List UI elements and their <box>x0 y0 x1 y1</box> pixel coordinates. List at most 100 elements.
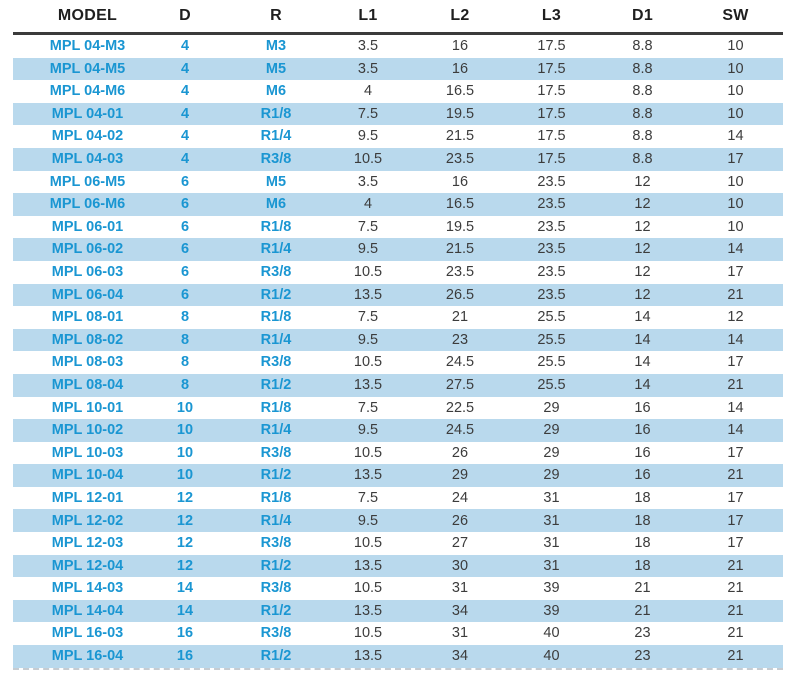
value-cell: 18 <box>634 512 651 529</box>
value-cell: 14 <box>634 354 651 371</box>
value-cell: 4 <box>363 83 373 100</box>
value-cell: R1/4 <box>260 331 292 348</box>
value-cell: 8.8 <box>632 38 653 55</box>
value-cell: 21 <box>727 286 744 303</box>
value-cell: 26.5 <box>445 286 475 303</box>
value-cell: 25.5 <box>537 376 566 393</box>
value-cell: M3 <box>265 38 287 55</box>
specification-table: MODEL D R L1 L2 L3 D1 SW MPL 04-M3 4 M3 3.5 16 17.5 8… <box>13 0 783 670</box>
model-cell: MPL 04-M6 <box>49 83 126 100</box>
model-cell: MPL 10-01 <box>51 399 124 416</box>
value-cell: 4 <box>180 151 190 168</box>
value-cell: R3/8 <box>260 580 292 597</box>
model-cell: MPL 08-04 <box>51 376 124 393</box>
value-cell: 9.5 <box>357 422 379 439</box>
value-cell: M6 <box>265 196 287 213</box>
value-cell: 6 <box>180 196 190 213</box>
value-cell: 14 <box>727 399 744 416</box>
value-cell: 12 <box>634 286 651 303</box>
value-cell: 10 <box>727 83 744 100</box>
value-cell: 3.5 <box>357 60 379 77</box>
value-cell: 9.5 <box>357 331 379 348</box>
value-cell: 34 <box>451 602 469 619</box>
value-cell: 6 <box>180 218 190 235</box>
value-cell: 17.5 <box>537 60 566 77</box>
value-cell: 16 <box>176 625 194 642</box>
value-cell: 26 <box>451 444 469 461</box>
value-cell: 17 <box>727 512 744 529</box>
model-cell: MPL 12-01 <box>51 489 124 506</box>
model-cell: MPL 14-04 <box>51 602 124 619</box>
value-cell: 18 <box>634 535 651 552</box>
value-cell: 34 <box>451 648 469 665</box>
value-cell: 9.5 <box>357 512 379 529</box>
value-cell: 10 <box>176 444 194 461</box>
value-cell: 40 <box>543 625 560 642</box>
table-row: MPL 10-02 10 R1/4 9.5 24.5 29 16 14 <box>13 419 783 442</box>
value-cell: 23.5 <box>537 196 566 213</box>
value-cell: 12 <box>634 218 651 235</box>
value-cell: 4 <box>180 83 190 100</box>
value-cell: 10 <box>176 467 194 484</box>
value-cell: 3.5 <box>357 173 379 190</box>
value-cell: 17.5 <box>537 105 566 122</box>
value-cell: 14 <box>727 128 744 145</box>
column-header-l1: L1 <box>358 7 378 24</box>
value-cell: 14 <box>634 309 651 326</box>
table-row: MPL 06-03 6 R3/8 10.5 23.5 23.5 12 17 <box>13 260 783 284</box>
value-cell: 31 <box>543 557 560 574</box>
table-row: MPL 08-03 8 R3/8 10.5 24.5 25.5 14 17 <box>13 351 783 374</box>
table-row: MPL 06-M5 6 M5 3.5 16 23.5 12 10 <box>13 170 783 194</box>
value-cell: 14 <box>176 580 194 597</box>
value-cell: 21 <box>727 602 744 619</box>
table-row: MPL 06-04 6 R1/2 13.5 26.5 23.5 12 21 <box>13 283 783 307</box>
model-cell: MPL 16-04 <box>51 648 124 665</box>
value-cell: 7.5 <box>357 309 379 326</box>
value-cell: 21.5 <box>445 241 475 258</box>
table-row: MPL 12-04 12 R1/2 13.5 30 31 18 21 <box>13 554 783 578</box>
value-cell: R3/8 <box>260 354 292 371</box>
value-cell: 8 <box>180 354 190 371</box>
value-cell: 10 <box>727 173 744 190</box>
table-row: MPL 14-03 14 R3/8 10.5 31 39 21 21 <box>13 577 783 600</box>
model-cell: MPL 04-01 <box>51 105 124 122</box>
value-cell: 12 <box>634 196 651 213</box>
model-cell: MPL 12-04 <box>51 557 124 574</box>
value-cell: R1/8 <box>260 399 292 416</box>
table-row: MPL 04-M6 4 M6 4 16.5 17.5 8.8 10 <box>13 80 783 103</box>
table-row: MPL 06-M6 6 M6 4 16.5 23.5 12 10 <box>13 193 783 216</box>
value-cell: 12 <box>176 557 194 574</box>
value-cell: 23 <box>634 648 651 665</box>
value-cell: 12 <box>176 535 194 552</box>
value-cell: 17 <box>727 444 744 461</box>
value-cell: 17 <box>727 151 744 168</box>
value-cell: 25.5 <box>537 331 566 348</box>
value-cell: 16 <box>451 38 469 55</box>
value-cell: 6 <box>180 286 190 303</box>
value-cell: 23.5 <box>445 263 475 280</box>
value-cell: 27.5 <box>445 376 475 393</box>
model-cell: MPL 10-02 <box>51 422 124 439</box>
value-cell: 16 <box>634 467 651 484</box>
value-cell: R1/8 <box>260 489 292 506</box>
value-cell: 22.5 <box>445 399 475 416</box>
column-header-d1: D1 <box>631 7 654 24</box>
table-row: MPL 12-02 12 R1/4 9.5 26 31 18 17 <box>13 509 783 533</box>
value-cell: 12 <box>634 241 651 258</box>
value-cell: 21 <box>727 625 744 642</box>
table-row: MPL 10-01 10 R1/8 7.5 22.5 29 16 14 <box>13 396 783 420</box>
column-header-model: MODEL <box>57 7 118 24</box>
value-cell: 13.5 <box>353 602 383 619</box>
value-cell: 7.5 <box>357 218 379 235</box>
value-cell: R1/2 <box>260 286 292 303</box>
value-cell: 10.5 <box>353 535 383 552</box>
model-cell: MPL 04-M5 <box>49 60 126 77</box>
table-header-row: MODEL D R L1 L2 L3 D1 SW <box>13 0 783 35</box>
value-cell: R1/2 <box>260 648 292 665</box>
value-cell: M5 <box>265 60 287 77</box>
value-cell: 17.5 <box>537 151 566 168</box>
value-cell: 29 <box>543 467 560 484</box>
value-cell: 27 <box>451 535 469 552</box>
value-cell: R1/2 <box>260 557 292 574</box>
value-cell: 13.5 <box>353 286 383 303</box>
